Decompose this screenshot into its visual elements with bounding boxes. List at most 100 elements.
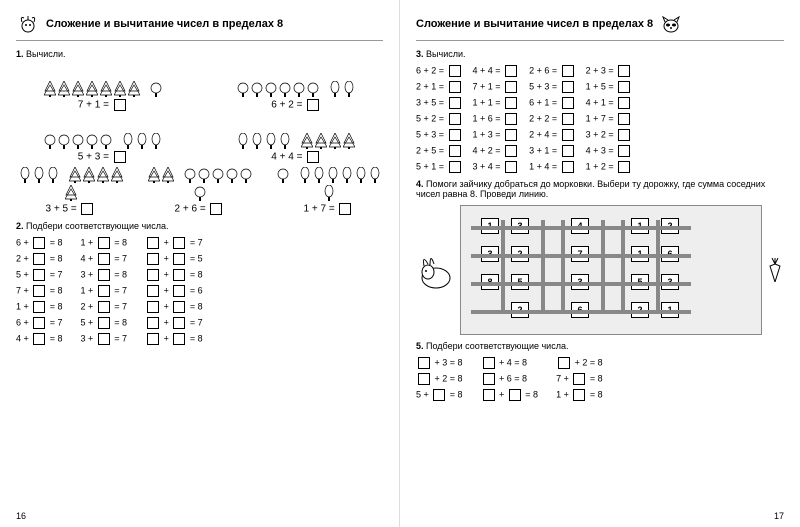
answer-box[interactable] (98, 285, 110, 297)
answer-box[interactable] (33, 301, 45, 313)
equation: + 6 = 8 (481, 373, 539, 385)
answer-box[interactable] (562, 129, 574, 141)
answer-box[interactable] (33, 333, 45, 345)
answer-box[interactable] (98, 301, 110, 313)
task5-col1: + 3 = 8 + 2 = 85 + = 8 (416, 355, 463, 401)
equation: 2 + 6 = (145, 203, 254, 215)
answer-box[interactable] (505, 65, 517, 77)
task3-col1: 6 + 2 = 2 + 1 = 3 + 5 = 5 + 2 = 5 + 3 = … (416, 63, 463, 173)
answer-box[interactable] (114, 99, 126, 111)
equation: 3 + 4 = (473, 161, 520, 173)
answer-box[interactable] (147, 269, 159, 281)
answer-box[interactable] (483, 357, 495, 369)
tree-icon (65, 185, 77, 201)
equation: + = 8 (145, 301, 203, 313)
equation: 2 + = 7 (81, 301, 128, 313)
answer-box[interactable] (562, 161, 574, 173)
equation: 2 + 4 = (529, 129, 576, 141)
pic-group: 7 + 1 = (16, 63, 190, 111)
answer-box[interactable] (562, 81, 574, 93)
answer-box[interactable] (147, 237, 159, 249)
answer-box[interactable] (33, 269, 45, 281)
answer-box[interactable] (114, 151, 126, 163)
answer-box[interactable] (449, 97, 461, 109)
answer-box[interactable] (173, 301, 185, 313)
answer-box[interactable] (33, 317, 45, 329)
answer-box[interactable] (618, 161, 630, 173)
answer-box[interactable] (81, 203, 93, 215)
answer-box[interactable] (505, 113, 517, 125)
answer-box[interactable] (147, 285, 159, 297)
answer-box[interactable] (562, 145, 574, 157)
answer-box[interactable] (307, 151, 319, 163)
tree-icon (299, 167, 311, 183)
answer-box[interactable] (173, 237, 185, 249)
answer-box[interactable] (433, 389, 445, 401)
answer-box[interactable] (147, 333, 159, 345)
equation: 4 + 3 = (586, 145, 633, 157)
answer-box[interactable] (618, 97, 630, 109)
equation: 3 + 5 = (16, 203, 125, 215)
answer-box[interactable] (98, 253, 110, 265)
answer-box[interactable] (449, 129, 461, 141)
tree-icon (150, 81, 162, 97)
answer-box[interactable] (147, 253, 159, 265)
answer-box[interactable] (483, 373, 495, 385)
answer-box[interactable] (505, 81, 517, 93)
tree-icon (293, 81, 305, 97)
answer-box[interactable] (418, 373, 430, 385)
answer-box[interactable] (173, 317, 185, 329)
answer-box[interactable] (147, 317, 159, 329)
answer-box[interactable] (307, 99, 319, 111)
equation: 5 + 3 = (416, 129, 463, 141)
answer-box[interactable] (483, 389, 495, 401)
answer-box[interactable] (618, 129, 630, 141)
answer-box[interactable] (147, 301, 159, 313)
tree-icon (72, 81, 84, 97)
answer-box[interactable] (562, 97, 574, 109)
equation: + 2 = 8 (556, 357, 603, 369)
answer-box[interactable] (618, 65, 630, 77)
tree-icon (279, 81, 291, 97)
carrot-icon (766, 258, 784, 282)
answer-box[interactable] (509, 389, 521, 401)
answer-box[interactable] (505, 129, 517, 141)
answer-box[interactable] (449, 161, 461, 173)
equation: + = 8 (481, 389, 539, 401)
answer-box[interactable] (98, 333, 110, 345)
answer-box[interactable] (173, 253, 185, 265)
answer-box[interactable] (418, 357, 430, 369)
answer-box[interactable] (33, 285, 45, 297)
answer-box[interactable] (573, 389, 585, 401)
answer-box[interactable] (449, 81, 461, 93)
answer-box[interactable] (618, 145, 630, 157)
answer-box[interactable] (562, 65, 574, 77)
equation: 1 + = 8 (556, 389, 603, 401)
answer-box[interactable] (449, 145, 461, 157)
answer-box[interactable] (618, 81, 630, 93)
answer-box[interactable] (449, 65, 461, 77)
answer-box[interactable] (173, 333, 185, 345)
answer-box[interactable] (505, 161, 517, 173)
answer-box[interactable] (33, 253, 45, 265)
answer-box[interactable] (505, 145, 517, 157)
answer-box[interactable] (505, 97, 517, 109)
task2-cols: 6 + = 82 + = 85 + = 77 + = 81 + = 86 + =… (16, 235, 383, 345)
answer-box[interactable] (98, 237, 110, 249)
answer-box[interactable] (33, 237, 45, 249)
task-4: 4. Помоги зайчику добраться до морковки.… (416, 179, 784, 335)
answer-box[interactable] (573, 373, 585, 385)
answer-box[interactable] (98, 269, 110, 281)
pic-group: 3 + 5 = (16, 167, 125, 215)
answer-box[interactable] (449, 113, 461, 125)
answer-box[interactable] (339, 203, 351, 215)
answer-box[interactable] (210, 203, 222, 215)
answer-box[interactable] (173, 285, 185, 297)
answer-box[interactable] (558, 357, 570, 369)
answer-box[interactable] (618, 113, 630, 125)
equation: + 2 = 8 (416, 373, 463, 385)
answer-box[interactable] (98, 317, 110, 329)
answer-box[interactable] (562, 113, 574, 125)
task2-col2: 1 + = 84 + = 73 + = 81 + = 72 + = 75 + =… (81, 235, 128, 345)
answer-box[interactable] (173, 269, 185, 281)
